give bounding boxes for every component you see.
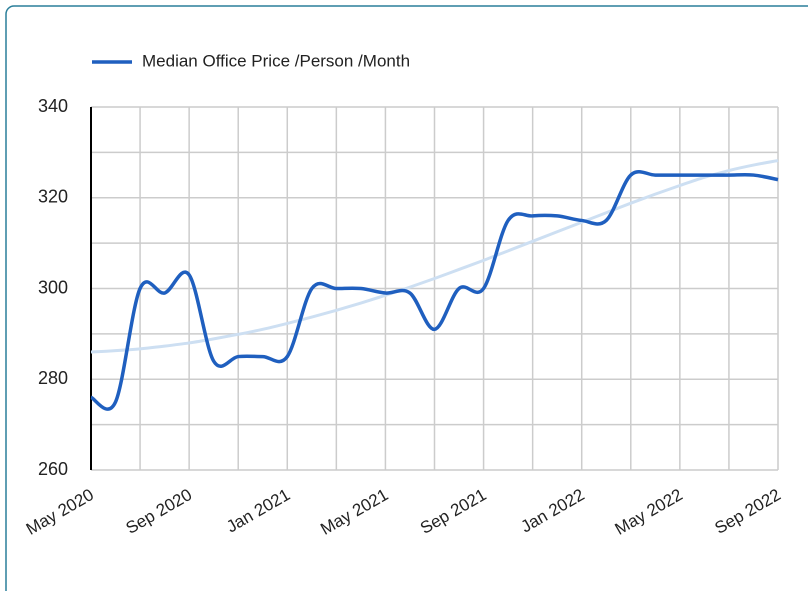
line <box>90 169 779 411</box>
legend-label: Median Office Price /Person /Month <box>142 51 410 70</box>
y-tick-label: 340 <box>38 96 68 116</box>
frame <box>5 5 808 591</box>
y-tick-label: 280 <box>38 368 68 388</box>
y-tick-label: 260 <box>38 459 68 479</box>
y-tick-label: 320 <box>38 187 68 207</box>
y-tick-label: 300 <box>38 277 68 297</box>
